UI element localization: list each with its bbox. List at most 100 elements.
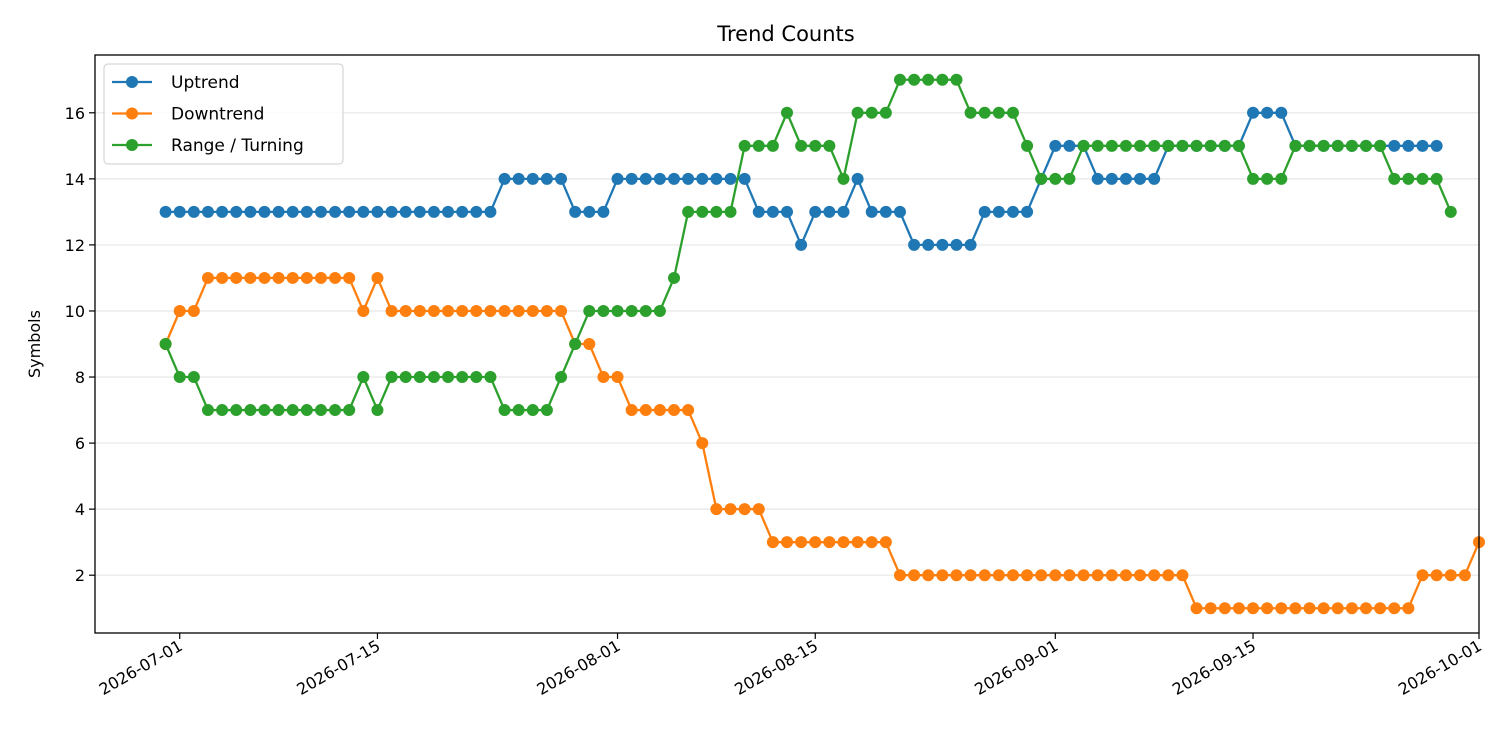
series-1-point-35 bbox=[653, 404, 666, 417]
series-1-point-13 bbox=[343, 271, 356, 284]
series-1-point-15 bbox=[371, 271, 384, 284]
series-2-point-63 bbox=[1049, 172, 1062, 185]
series-0-point-22 bbox=[470, 205, 483, 218]
series-1-point-44 bbox=[781, 536, 793, 549]
series-1-point-25 bbox=[512, 304, 525, 317]
series-2-point-7 bbox=[258, 404, 271, 417]
series-0-point-53 bbox=[908, 238, 921, 251]
series-0-point-64 bbox=[1063, 139, 1076, 152]
series-0-point-89 bbox=[1416, 139, 1429, 152]
series-1-point-6 bbox=[244, 271, 257, 284]
legend-box bbox=[103, 63, 344, 165]
series-2-point-54 bbox=[922, 73, 935, 86]
series-0-point-38 bbox=[696, 172, 709, 185]
series-0-point-8 bbox=[272, 205, 285, 218]
series-1-point-84 bbox=[1345, 602, 1358, 615]
series-1-point-23 bbox=[484, 304, 497, 317]
series-2-point-65 bbox=[1077, 139, 1090, 152]
series-0-point-41 bbox=[738, 172, 751, 185]
series-2-point-19 bbox=[427, 371, 440, 384]
series-2-point-43 bbox=[766, 139, 779, 152]
series-2-point-86 bbox=[1374, 139, 1387, 152]
series-0-point-18 bbox=[413, 205, 426, 218]
series-2-point-90 bbox=[1430, 172, 1443, 185]
series-0-point-7 bbox=[258, 205, 271, 218]
legend-label-2: Range / Turning bbox=[171, 136, 304, 156]
series-1-point-66 bbox=[1091, 569, 1104, 582]
series-0-point-20 bbox=[442, 205, 455, 218]
series-2-point-71 bbox=[1162, 139, 1175, 152]
series-2-point-89 bbox=[1416, 172, 1429, 185]
series-1-point-42 bbox=[752, 503, 765, 516]
series-2-point-46 bbox=[809, 139, 822, 152]
series-0-point-55 bbox=[936, 238, 949, 251]
series-2-point-29 bbox=[569, 338, 582, 350]
series-1-point-69 bbox=[1134, 569, 1147, 582]
series-1-point-51 bbox=[879, 536, 892, 549]
x-tick-label-2026-07-01: 2026-07-01 bbox=[96, 636, 186, 699]
series-0-point-10 bbox=[300, 205, 313, 218]
series-0-point-56 bbox=[950, 238, 963, 251]
legend-label-1: Downtrend bbox=[171, 105, 264, 125]
series-2-point-60 bbox=[1006, 106, 1019, 119]
series-1-point-38 bbox=[696, 437, 709, 450]
series-1-point-65 bbox=[1077, 569, 1090, 582]
series-1-point-88 bbox=[1402, 602, 1415, 615]
series-2-point-66 bbox=[1091, 139, 1104, 152]
series-0-point-66 bbox=[1091, 172, 1104, 185]
series-2-point-50 bbox=[865, 106, 878, 119]
series-1-point-55 bbox=[936, 569, 949, 582]
series-1-point-58 bbox=[978, 569, 991, 582]
series-1-point-2 bbox=[187, 304, 200, 317]
series-2-point-91 bbox=[1444, 205, 1457, 218]
y-tick-label-10: 10 bbox=[65, 302, 85, 321]
series-0-point-58 bbox=[978, 205, 991, 218]
series-0-point-40 bbox=[724, 172, 737, 185]
series-2-point-4 bbox=[216, 404, 229, 417]
series-1-point-8 bbox=[272, 271, 285, 284]
series-0-point-28 bbox=[555, 172, 568, 185]
series-0-point-24 bbox=[498, 172, 511, 185]
series-2-point-78 bbox=[1261, 172, 1274, 185]
series-1-point-86 bbox=[1374, 602, 1387, 615]
series-2-point-36 bbox=[668, 271, 681, 284]
series-2-point-27 bbox=[540, 404, 553, 417]
series-0-point-21 bbox=[456, 205, 469, 218]
series-1-point-11 bbox=[314, 271, 327, 284]
series-2-point-15 bbox=[371, 404, 384, 417]
series-0-point-3 bbox=[201, 205, 214, 218]
series-1-point-72 bbox=[1176, 569, 1189, 582]
series-0-point-34 bbox=[639, 172, 652, 185]
series-0-point-19 bbox=[427, 205, 440, 218]
series-0-point-70 bbox=[1148, 172, 1161, 185]
legend-marker-0 bbox=[126, 76, 138, 88]
series-2-point-56 bbox=[950, 73, 963, 86]
legend-label-0: Uptrend bbox=[171, 73, 240, 93]
x-axis: 2026-07-01 2026-07-15 2026-08-01 2026-08-15… bbox=[96, 633, 1485, 699]
series-2-point-39 bbox=[710, 205, 723, 218]
series-0-point-69 bbox=[1134, 172, 1147, 185]
series-2-point-8 bbox=[272, 404, 285, 417]
series-0-point-44 bbox=[781, 205, 793, 218]
y-tick-label-4: 4 bbox=[75, 500, 85, 519]
series-2-point-70 bbox=[1148, 139, 1161, 152]
series-1-point-41 bbox=[738, 503, 751, 516]
series-1-point-62 bbox=[1035, 569, 1048, 582]
series-2-point-69 bbox=[1134, 139, 1147, 152]
series-1-point-18 bbox=[413, 304, 426, 317]
series-0-point-37 bbox=[682, 172, 695, 185]
series-0-point-90 bbox=[1430, 139, 1443, 152]
series-0-point-39 bbox=[710, 172, 723, 185]
series-1-point-39 bbox=[710, 503, 723, 516]
series-1-point-49 bbox=[851, 536, 864, 549]
series-2-point-37 bbox=[682, 205, 695, 218]
series-2-point-47 bbox=[823, 139, 836, 152]
legend-item-0: Uptrend bbox=[112, 73, 240, 93]
series-1-point-76 bbox=[1232, 602, 1245, 615]
series-line-1 bbox=[164, 276, 1481, 610]
series-1-point-1 bbox=[173, 304, 186, 317]
x-tick-label-2026-08-01: 2026-08-01 bbox=[534, 636, 624, 699]
series-0-point-42 bbox=[752, 205, 765, 218]
series-2-point-76 bbox=[1232, 139, 1245, 152]
